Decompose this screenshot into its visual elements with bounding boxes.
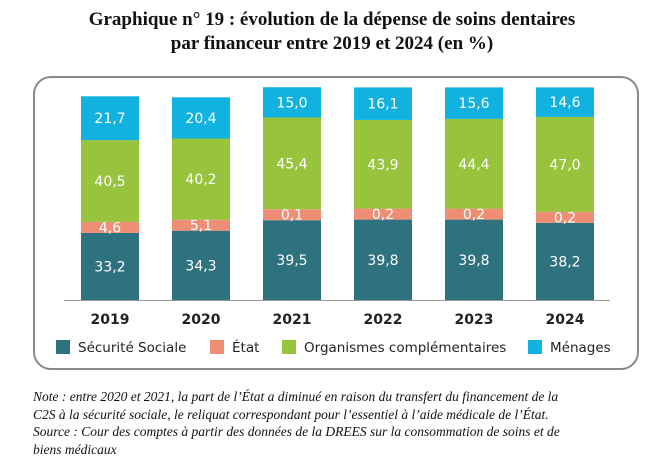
data-label-2022-3: 16,1: [367, 97, 398, 113]
bar-segment-2022-0: [354, 219, 412, 300]
data-label-2020-2: 40,2: [185, 172, 216, 188]
x-tick-label-2022: 2022: [364, 312, 403, 328]
notes-block: Note : entre 2020 et 2021, la part de l’…: [33, 388, 653, 458]
data-label-2021-1: 0,1: [281, 208, 303, 224]
note-line-2: C2S à la sécurité sociale, le reliquat c…: [33, 406, 549, 422]
bar-segment-2021-2: [263, 117, 321, 210]
legend: Sécurité Sociale État Organismes complémen…: [56, 339, 611, 356]
data-label-2023-1: 0,2: [463, 207, 485, 223]
x-tick-label-2020: 2020: [182, 312, 221, 328]
bar-segment-2022-3: [354, 87, 412, 120]
data-label-2022-0: 39,8: [367, 253, 398, 269]
bar-segment-2022-2: [354, 119, 412, 209]
bar-segment-2022-1: [354, 208, 412, 220]
bar-segment-2019-1: [81, 221, 139, 233]
legend-swatch-3: [528, 340, 542, 354]
bar-segment-2021-3: [263, 87, 321, 118]
bar-segment-2020-0: [172, 230, 230, 300]
data-label-2024-2: 47,0: [549, 157, 580, 173]
bar-segment-2020-1: [172, 219, 230, 231]
bar-segment-2024-1: [536, 211, 594, 223]
data-label-2019-2: 40,5: [94, 174, 125, 190]
legend-swatch-0: [56, 340, 70, 354]
x-tick-label-2023: 2023: [455, 312, 494, 328]
legend-label-0: Sécurité Sociale: [78, 340, 186, 356]
data-label-2021-2: 45,4: [276, 156, 307, 172]
legend-swatch-1: [210, 340, 224, 354]
data-label-2023-2: 44,4: [458, 157, 489, 173]
legend-label-3: Ménages: [550, 340, 611, 356]
note-line-1: Note : entre 2020 et 2021, la part de l’…: [33, 389, 559, 404]
bar-segment-2023-0: [445, 219, 503, 300]
bar-segment-2023-1: [445, 208, 503, 220]
data-label-2024-0: 38,2: [549, 254, 580, 270]
legend-label-2: Organismes complémentaires: [304, 340, 506, 356]
x-tick-label-2024: 2024: [546, 312, 585, 328]
legend-swatch-2: [282, 340, 296, 354]
bar-segment-2023-3: [445, 87, 503, 119]
data-label-2024-1: 0,2: [554, 210, 576, 226]
chart-frame: [33, 76, 639, 370]
bar-segment-2019-2: [81, 140, 139, 222]
bar-segment-2019-3: [81, 96, 139, 141]
bar-segment-2020-2: [172, 138, 230, 220]
bar-segment-2021-0: [263, 220, 321, 300]
bar-segment-2024-0: [536, 222, 594, 300]
data-label-2023-0: 39,8: [458, 253, 489, 269]
bar-segment-2019-0: [81, 232, 139, 300]
chart-title-line-1: Graphique n° 19 : évolution de la dépens…: [88, 9, 576, 30]
data-label-2020-0: 34,3: [185, 258, 216, 274]
x-axis-labels: 2019 2020 2021 2022 2023 2024: [91, 312, 585, 328]
source-line-2: biens médicaux: [33, 441, 117, 457]
data-label-2019-0: 33,2: [94, 259, 125, 275]
legend-label-1: État: [232, 339, 259, 356]
data-label-2021-3: 15,0: [276, 95, 307, 111]
data-label-2019-3: 21,7: [94, 111, 125, 127]
bar-segment-2024-2: [536, 116, 594, 212]
data-label-2021-0: 39,5: [276, 253, 307, 269]
source-line-1: Source : Cour des comptes à partir des d…: [33, 424, 560, 439]
bar-segment-2024-3: [536, 87, 594, 117]
x-tick-label-2019: 2019: [91, 312, 130, 328]
chart-title: Graphique n° 19 : évolution de la dépens…: [0, 8, 664, 56]
bars-group: 33,2 4,6 40,5 21,7 34,3 5,1 40,2 20,4 39,5 0,1 45,…: [64, 87, 610, 301]
bar-segment-2020-3: [172, 97, 230, 139]
chart-title-line-2: par financeur entre 2019 et 2024 (en %): [170, 33, 494, 54]
x-tick-label-2021: 2021: [273, 312, 312, 328]
data-label-2024-3: 14,6: [549, 95, 580, 111]
bar-segment-2023-2: [445, 118, 503, 209]
data-label-2022-2: 43,9: [367, 157, 398, 173]
data-label-2023-3: 15,6: [458, 96, 489, 112]
data-label-2019-1: 4,6: [99, 220, 121, 236]
bar-segment-2021-1: [263, 209, 321, 221]
data-label-2022-1: 0,2: [372, 207, 394, 223]
data-label-2020-1: 5,1: [190, 218, 212, 234]
data-label-2020-3: 20,4: [185, 111, 216, 127]
